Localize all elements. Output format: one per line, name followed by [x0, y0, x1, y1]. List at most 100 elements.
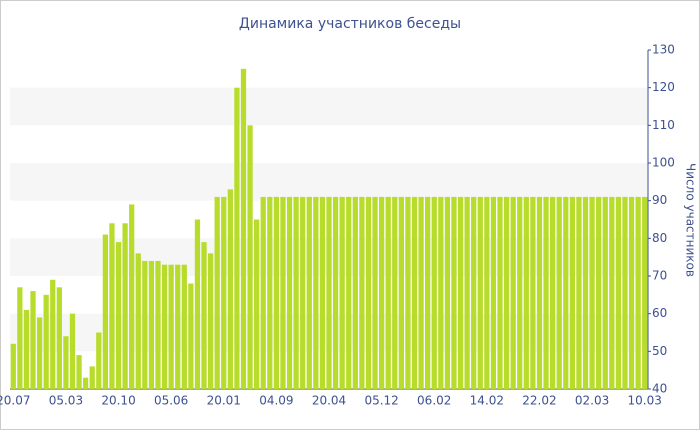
bar	[319, 196, 326, 389]
x-tick-label: 02.03	[575, 394, 609, 408]
bar	[240, 68, 247, 389]
bar	[293, 196, 299, 389]
bar	[10, 343, 16, 389]
bar	[155, 260, 161, 389]
bar	[543, 196, 549, 389]
bar	[510, 196, 516, 389]
grid-band	[10, 87, 648, 126]
bar	[563, 196, 569, 389]
bar	[188, 283, 194, 389]
bar	[385, 196, 391, 389]
bar	[549, 196, 556, 389]
bar	[503, 196, 510, 389]
bar	[109, 223, 115, 389]
bar	[247, 125, 253, 389]
x-tick-label: 20.10	[101, 394, 135, 408]
bar	[273, 196, 280, 389]
x-tick-label: 20.07	[0, 394, 30, 408]
bar	[628, 196, 635, 389]
bar	[398, 196, 404, 389]
y-tick-label: 40	[652, 382, 667, 396]
bar	[530, 196, 536, 389]
bar	[122, 223, 128, 389]
bar	[326, 196, 332, 389]
y-tick-label: 100	[652, 156, 675, 170]
bar	[23, 309, 30, 389]
y-axis-label: Число участников	[684, 163, 698, 277]
y-tick-label: 110	[652, 118, 675, 132]
bar	[161, 264, 168, 389]
bar	[517, 196, 523, 389]
bar	[50, 279, 56, 389]
bar	[477, 196, 483, 389]
bar	[378, 196, 385, 389]
y-tick-label: 120	[652, 80, 675, 94]
bar	[556, 196, 562, 389]
bar	[589, 196, 595, 389]
bar	[392, 196, 398, 389]
bar	[83, 377, 89, 389]
bar	[411, 196, 418, 389]
bar	[313, 196, 319, 389]
bar	[346, 196, 352, 389]
bar	[227, 189, 233, 389]
bar	[76, 355, 82, 389]
bar	[609, 196, 615, 389]
bar	[596, 196, 602, 389]
bar	[365, 196, 372, 389]
bar	[352, 196, 358, 389]
y-tick-label: 130	[652, 43, 675, 57]
bar	[523, 196, 529, 389]
bar	[306, 196, 312, 389]
bar	[89, 366, 95, 389]
bar	[300, 196, 306, 389]
bar	[332, 196, 339, 389]
bar	[444, 196, 451, 389]
bar	[214, 196, 220, 389]
bar	[260, 196, 266, 389]
bar	[63, 336, 69, 389]
bar	[464, 196, 470, 389]
bar	[582, 196, 589, 389]
x-tick-label: 22.02	[522, 394, 556, 408]
bar	[451, 196, 457, 389]
bar	[30, 291, 36, 389]
x-tick-label: 20.04	[312, 394, 346, 408]
y-tick-label: 60	[652, 306, 667, 320]
y-tick-label: 80	[652, 231, 667, 245]
grid-band	[10, 163, 648, 201]
bar	[490, 196, 497, 389]
x-tick-label: 06.02	[417, 394, 451, 408]
x-tick-label: 10.03	[628, 394, 662, 408]
bar	[96, 332, 102, 389]
bar	[69, 313, 76, 389]
bar	[622, 196, 628, 389]
bar	[497, 196, 503, 389]
bar	[471, 196, 477, 389]
x-tick-label: 04.09	[259, 394, 293, 408]
bar	[267, 196, 273, 389]
bar	[635, 196, 641, 389]
bar	[56, 287, 62, 389]
bar	[484, 196, 490, 389]
bar	[438, 196, 444, 389]
bar	[148, 260, 155, 389]
bar	[221, 196, 227, 389]
bar	[372, 196, 378, 389]
y-tick-label: 50	[652, 344, 667, 358]
bar	[43, 294, 49, 389]
bar	[536, 196, 543, 389]
bar	[602, 196, 608, 389]
bar	[129, 204, 135, 389]
chart-title: Динамика участников беседы	[239, 16, 461, 32]
bar	[569, 196, 575, 389]
x-tick-label: 05.12	[364, 394, 398, 408]
bar	[181, 264, 187, 389]
bar	[576, 196, 582, 389]
x-tick-label: 20.01	[207, 394, 241, 408]
bar	[201, 242, 207, 389]
bar	[431, 196, 437, 389]
bar	[254, 219, 260, 389]
bar	[425, 196, 431, 389]
